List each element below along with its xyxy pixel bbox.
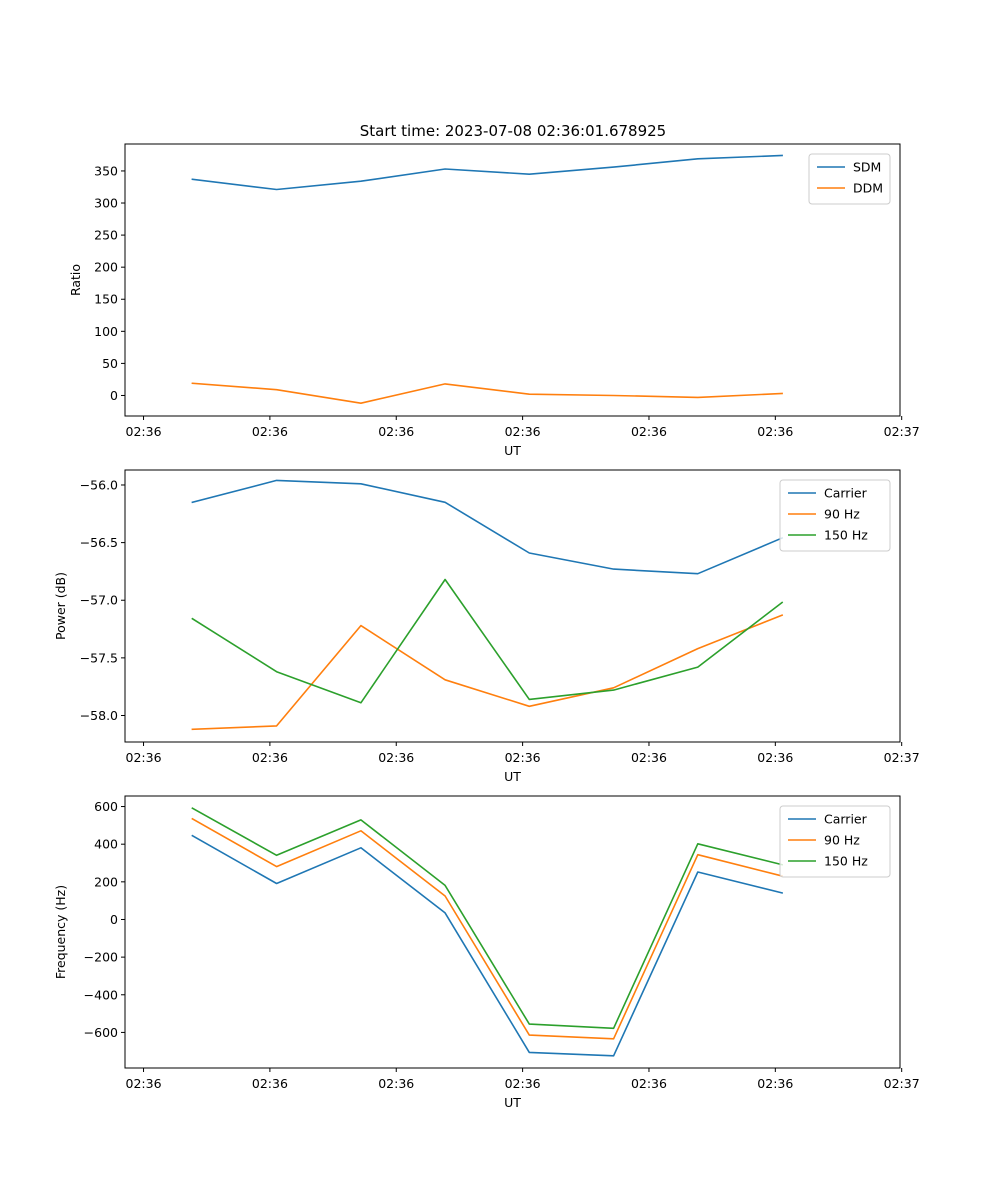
chart-2-x-tick-label: 02:36 xyxy=(505,1076,541,1091)
chart-0-x-tick-label: 02:36 xyxy=(631,424,667,439)
chart-1-legend-label-150-hz: 150 Hz xyxy=(824,528,868,543)
chart-1-x-tick-label: 02:37 xyxy=(884,750,920,765)
chart-2-y-tick-label: 400 xyxy=(94,837,118,852)
chart-1-legend-label-90-hz: 90 Hz xyxy=(824,507,860,522)
chart-0-y-tick-label: 100 xyxy=(94,324,118,339)
chart-2-x-tick-label: 02:36 xyxy=(378,1076,414,1091)
chart-1-x-tick-label: 02:36 xyxy=(505,750,541,765)
chart-1-x-tick-label: 02:36 xyxy=(378,750,414,765)
chart-0-y-tick-label: 350 xyxy=(94,163,118,178)
chart-0-x-tick-label: 02:36 xyxy=(757,424,793,439)
chart-0-legend-label-sdm: SDM xyxy=(853,160,881,175)
chart-2-y-tick-label: 600 xyxy=(94,799,118,814)
figure-title: Start time: 2023-07-08 02:36:01.678925 xyxy=(360,122,666,140)
chart-1-y-tick-label: −56.5 xyxy=(80,535,118,550)
chart-1-y-tick-label: −57.0 xyxy=(80,593,118,608)
chart-0-axes-frame xyxy=(124,143,901,417)
chart-2-axes-frame xyxy=(124,795,901,1069)
chart-2-x-tick-label: 02:36 xyxy=(126,1076,162,1091)
chart-2-x-tick-label: 02:36 xyxy=(757,1076,793,1091)
chart-0-y-tick-label: 300 xyxy=(94,196,118,211)
chart-1-x-tick-label: 02:36 xyxy=(757,750,793,765)
chart-0-x-tick-label: 02:36 xyxy=(252,424,288,439)
chart-1-x-tick-label: 02:36 xyxy=(252,750,288,765)
chart-2-y-tick-label: −400 xyxy=(84,987,118,1002)
chart-1-series-carrier-line xyxy=(191,479,784,575)
chart-0-x-tick-label: 02:37 xyxy=(884,424,920,439)
chart-0-x-tick-label: 02:36 xyxy=(126,424,162,439)
chart-0-x-axis-label: UT xyxy=(504,443,521,458)
chart-2-series-carrier-line xyxy=(191,834,784,1057)
chart-2-series-150-hz-line xyxy=(191,807,784,1030)
chart-1-x-tick-label: 02:36 xyxy=(126,750,162,765)
chart-2-legend-label-90-hz: 90 Hz xyxy=(824,833,860,848)
chart-1-legend-label-carrier: Carrier xyxy=(824,486,868,501)
chart-0-y-tick-label: 0 xyxy=(110,388,118,403)
chart-0-y-tick-label: 200 xyxy=(94,260,118,275)
chart-2-y-axis-label: Frequency (Hz) xyxy=(53,885,68,979)
chart-0-y-tick-label: 50 xyxy=(102,356,118,371)
chart-2-y-tick-label: −200 xyxy=(84,950,118,965)
chart-1-series-150-hz-line xyxy=(191,578,784,704)
chart-0-series-ddm-line xyxy=(191,382,783,405)
chart-2-series-90-hz-line xyxy=(191,817,784,1040)
chart-1-y-axis-label: Power (dB) xyxy=(53,572,68,640)
chart-2-legend-label-150-hz: 150 Hz xyxy=(824,854,868,869)
chart-2-x-axis-label: UT xyxy=(504,1095,521,1110)
frequency-panel: −600 −400 −200 0 200 400 600 02:36 02:36 02:36 02:… xyxy=(53,795,920,1110)
chart-1-y-tick-label: −56.0 xyxy=(80,477,118,492)
chart-2-legend-label-carrier: Carrier xyxy=(824,812,868,827)
chart-2-legend xyxy=(779,805,891,878)
chart-1-y-tick-label: −58.0 xyxy=(80,708,118,723)
chart-2-x-tick-label: 02:37 xyxy=(884,1076,920,1091)
chart-2-y-tick-label: 200 xyxy=(94,874,118,889)
chart-0-x-tick-label: 02:36 xyxy=(378,424,414,439)
chart-2-x-tick-label: 02:36 xyxy=(252,1076,288,1091)
chart-1-series-90-hz-line xyxy=(191,614,784,731)
chart-1-legend xyxy=(779,479,891,552)
chart-1-x-axis-label: UT xyxy=(504,769,521,784)
ratio-panel: 0 50 100 150 200 250 300 350 02:36 02:36 02:36 02:3… xyxy=(68,143,920,458)
chart-2-y-tick-label: −600 xyxy=(84,1025,118,1040)
power-panel: −58.0 −57.5 −57.0 −56.5 −56.0 02:36 02:36 02:36… xyxy=(53,469,920,784)
chart-0-legend-label-ddm: DDM xyxy=(853,181,883,196)
chart-2-y-tick-label: 0 xyxy=(110,912,118,927)
chart-0-series-sdm-line xyxy=(191,154,783,191)
chart-1-axes-frame xyxy=(124,469,901,743)
chart-0-y-tick-label: 250 xyxy=(94,228,118,243)
chart-0-x-tick-label: 02:36 xyxy=(505,424,541,439)
chart-0-y-axis-label: Ratio xyxy=(68,264,83,296)
chart-2-x-tick-label: 02:36 xyxy=(631,1076,667,1091)
chart-0-y-tick-label: 150 xyxy=(94,292,118,307)
chart-1-x-tick-label: 02:36 xyxy=(631,750,667,765)
chart-1-y-tick-label: −57.5 xyxy=(80,650,118,665)
